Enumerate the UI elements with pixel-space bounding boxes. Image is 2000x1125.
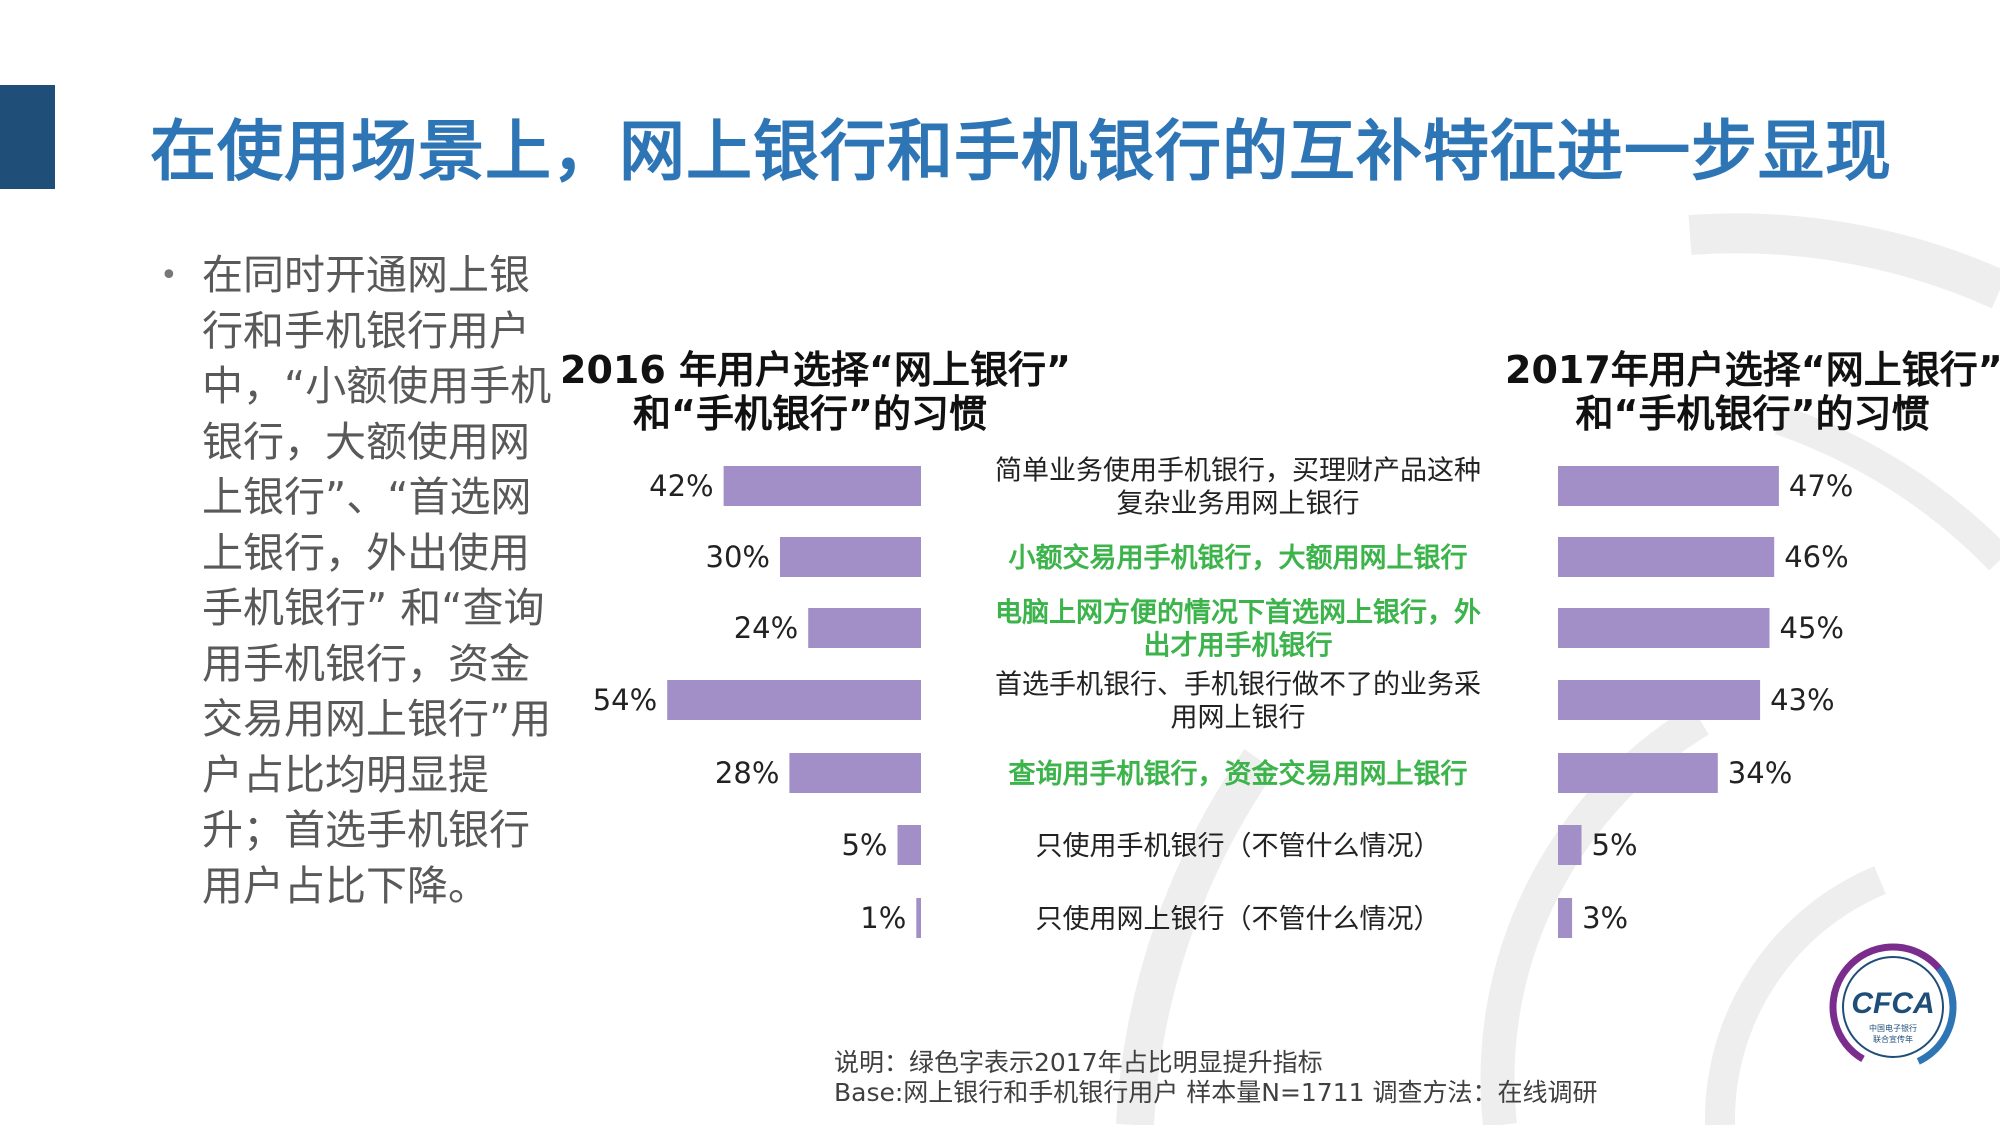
category-label: 出才用手机银行 bbox=[1144, 630, 1333, 662]
bar-2016 bbox=[808, 608, 921, 648]
category-label: 简单业务使用手机银行，买理财产品这种 bbox=[995, 456, 1481, 487]
data-label-2016: 42% bbox=[649, 469, 713, 503]
data-label-2017: 46% bbox=[1784, 540, 1848, 574]
category-label: 只使用手机银行（不管什么情况） bbox=[1036, 831, 1441, 862]
summary-bullet-text: 在同时开通网上银行和手机银行用户中，“小额使用手机银行，大额使用网上银行”、“首… bbox=[202, 251, 552, 910]
data-label-2017: 45% bbox=[1780, 611, 1844, 645]
logo-subtext-2: 联合宣传年 bbox=[1873, 1034, 1913, 1044]
category-label: 用网上银行 bbox=[1171, 703, 1306, 734]
data-label-2017: 5% bbox=[1592, 828, 1638, 862]
bar-2016 bbox=[780, 537, 921, 577]
logo-subtext-1: 中国电子银行 bbox=[1869, 1023, 1917, 1033]
bullet-dot: • bbox=[160, 258, 178, 293]
bar-2017 bbox=[1558, 608, 1770, 648]
bar-2017 bbox=[1558, 466, 1779, 506]
category-label: 只使用网上银行（不管什么情况） bbox=[1036, 904, 1441, 935]
footnote-base: Base:网上银行和手机银行用户 样本量N=1711 调查方法：在线调研 bbox=[834, 1078, 1598, 1107]
data-label-2016: 24% bbox=[734, 611, 798, 645]
data-label-2016: 28% bbox=[715, 756, 779, 790]
bar-2017 bbox=[1558, 825, 1582, 865]
data-label-2017: 34% bbox=[1728, 756, 1792, 790]
deco-arc-outer bbox=[1688, 213, 2000, 309]
bar-2016 bbox=[723, 466, 921, 506]
data-label-2017: 3% bbox=[1582, 901, 1628, 935]
bar-2017 bbox=[1558, 537, 1775, 577]
bar-2017 bbox=[1558, 898, 1573, 938]
category-label: 首选手机银行、手机银行做不了的业务采 bbox=[995, 670, 1481, 701]
chart-2017-title-line1: 2017年用户选择“网上银行” bbox=[1505, 348, 2000, 392]
bar-2016 bbox=[897, 825, 921, 865]
bar-2016 bbox=[916, 898, 921, 938]
chart-2017-title-line2: 和“手机银行”的习惯 bbox=[1575, 392, 1930, 436]
data-label-2016: 5% bbox=[841, 828, 887, 862]
bar-2016 bbox=[667, 680, 921, 720]
category-label: 电脑上网方便的情况下首选网上银行，外 bbox=[995, 597, 1481, 629]
chart-2016-title-line2: 和“手机银行”的习惯 bbox=[633, 392, 987, 436]
data-label-2016: 54% bbox=[593, 683, 657, 717]
data-label-2017: 47% bbox=[1789, 469, 1853, 503]
bar-2016 bbox=[789, 753, 921, 793]
footnote-legend: 说明：绿色字表示2017年占比明显提升指标 bbox=[834, 1048, 1323, 1077]
data-label-2016: 1% bbox=[860, 901, 906, 935]
chart-2017-title: 2017年用户选择“网上银行” 和“手机银行”的习惯 bbox=[1505, 348, 2000, 436]
logo-text: CFCA bbox=[1851, 987, 1934, 1020]
title-accent-bar bbox=[0, 85, 55, 189]
cfca-logo: CFCA 中国电子银行 联合宣传年 bbox=[1829, 943, 1957, 1071]
deco-arc-inner bbox=[1704, 866, 1886, 1125]
data-label-2016: 30% bbox=[706, 540, 770, 574]
category-label: 小额交易用手机银行，大额用网上银行 bbox=[1009, 542, 1468, 574]
data-label-2017: 43% bbox=[1770, 683, 1834, 717]
bar-2017 bbox=[1558, 753, 1718, 793]
bar-2017 bbox=[1558, 680, 1761, 720]
chart-2016-title-line1: 2016 年用户选择“网上银行” bbox=[560, 348, 1071, 392]
deco-arc-right bbox=[1775, 405, 2000, 571]
category-label: 复杂业务用网上银行 bbox=[1117, 489, 1360, 520]
page-title: 在使用场景上，网上银行和手机银行的互补特征进一步显现 bbox=[150, 113, 1892, 190]
category-label: 查询用手机银行，资金交易用网上银行 bbox=[1009, 758, 1468, 790]
deco-arc-left bbox=[1116, 749, 1276, 1125]
chart-2016-title: 2016 年用户选择“网上银行” 和“手机银行”的习惯 bbox=[560, 348, 1071, 436]
